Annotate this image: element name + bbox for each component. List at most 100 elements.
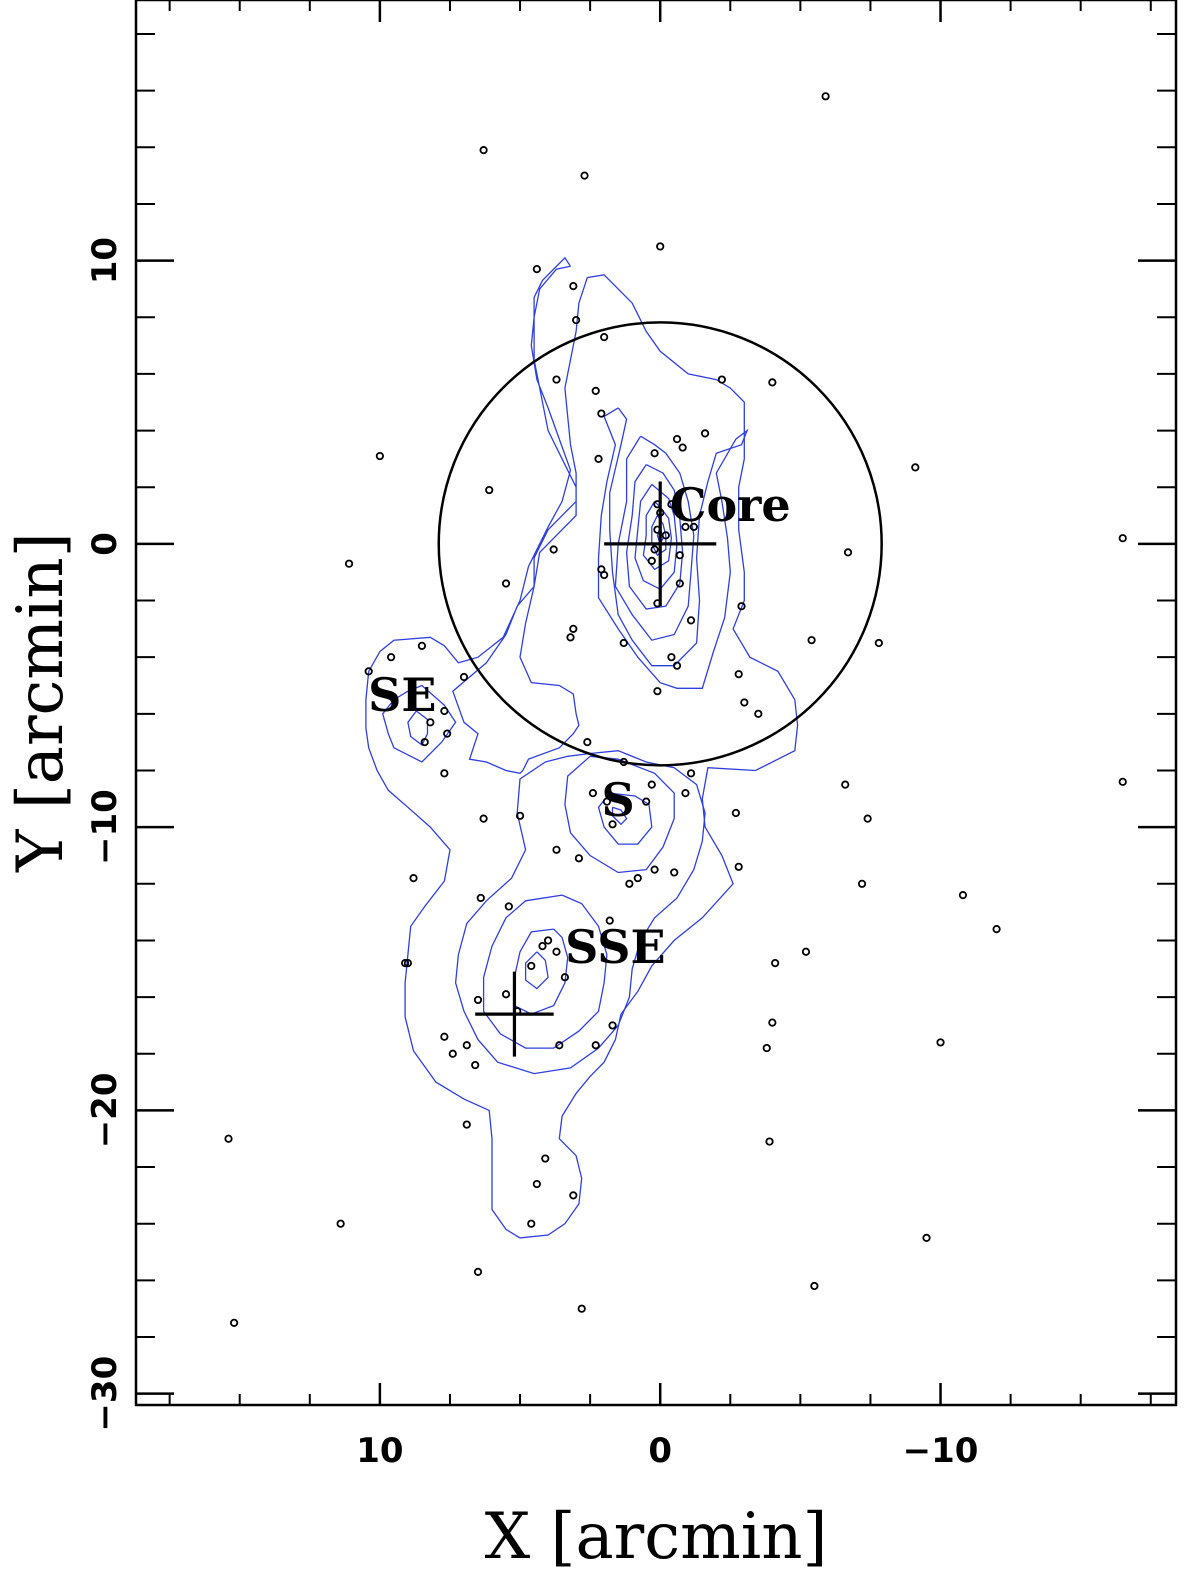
data-point (569, 624, 578, 633)
data-point (619, 638, 628, 648)
data-point (653, 687, 662, 696)
data-point (1118, 534, 1127, 543)
data-point (543, 936, 553, 945)
data-point (992, 925, 1001, 934)
data-point (857, 879, 867, 888)
density-contour (513, 928, 569, 1015)
data-point (922, 1233, 931, 1242)
data-point (577, 1304, 586, 1313)
y-tick-label: −10 (85, 789, 125, 865)
data-point (401, 959, 410, 968)
density-contour (611, 806, 628, 826)
major-ticks (136, 0, 1176, 1405)
data-point (678, 443, 687, 452)
annotation-sse: SSE (565, 920, 666, 974)
data-point (336, 1219, 345, 1228)
data-point (580, 171, 589, 180)
data-point (364, 667, 373, 676)
data-point (700, 429, 710, 438)
y-tick-label: −30 (85, 1356, 125, 1432)
data-point (479, 146, 488, 155)
data-point (409, 874, 418, 883)
data-point (588, 789, 598, 798)
data-point (754, 709, 763, 718)
data-point (765, 1137, 774, 1146)
data-point (501, 990, 511, 999)
data-point (552, 947, 561, 956)
density-contour (597, 407, 749, 689)
y-tick-label: −20 (85, 1072, 125, 1148)
data-point (572, 315, 581, 325)
data-point (675, 551, 684, 560)
density-contour (614, 435, 695, 641)
data-point (681, 522, 690, 531)
data-point (675, 579, 684, 588)
data-point (566, 633, 575, 642)
data-point (515, 811, 525, 820)
data-point (459, 672, 469, 682)
core-aperture-circle (437, 321, 883, 767)
data-point (686, 769, 696, 778)
data-point (647, 780, 656, 789)
data-point (863, 814, 872, 823)
density-contour (524, 951, 549, 990)
annotation-core: Core (670, 478, 791, 532)
data-point (608, 1021, 617, 1030)
data-point (686, 616, 696, 625)
data-point (681, 789, 690, 798)
data-point (667, 653, 676, 662)
y-tick-label: 10 (85, 237, 125, 284)
density-contour (381, 684, 457, 763)
data-point (420, 738, 429, 747)
data-point (462, 1120, 471, 1129)
density-contour (625, 464, 684, 610)
data-point (344, 559, 354, 568)
data-point (386, 653, 396, 662)
data-point (462, 1041, 471, 1050)
data-point (936, 1038, 945, 1047)
data-point (532, 1179, 541, 1189)
data-point (874, 638, 883, 648)
data-point (731, 808, 740, 818)
data-point (569, 1191, 578, 1200)
data-point (583, 738, 592, 747)
data-point (440, 1032, 449, 1041)
data-point (841, 780, 850, 789)
density-contour (454, 750, 706, 1075)
y-tick-label: 0 (85, 532, 125, 556)
data-point (426, 718, 435, 727)
y-axis-label: Y [arcmin] (4, 532, 78, 873)
data-point (801, 947, 811, 956)
density-contour (365, 256, 799, 1239)
data-point (650, 545, 659, 554)
data-point (600, 570, 609, 580)
region-annotations: Core SE S SSE (368, 478, 791, 974)
data-point (670, 868, 679, 877)
data-point (440, 706, 449, 716)
data-point (473, 995, 483, 1005)
x-tick-labels: 10 0 −10 (356, 1431, 978, 1471)
data-point (771, 959, 780, 968)
data-point (541, 1154, 550, 1163)
data-point (485, 485, 494, 495)
data-point (527, 961, 536, 971)
density-contour (564, 755, 675, 874)
data-point (230, 1318, 239, 1327)
data-point (569, 281, 578, 291)
data-point (538, 942, 547, 951)
data-point (504, 902, 513, 911)
data-point (734, 862, 743, 871)
plot-frame (134, 0, 1178, 1407)
galaxy-points (224, 92, 1127, 1327)
data-point (843, 548, 853, 557)
data-point (642, 797, 651, 806)
data-point (740, 698, 749, 707)
data-point (689, 522, 698, 531)
data-point (417, 641, 427, 650)
annotation-s: S (602, 773, 635, 827)
data-point (476, 893, 485, 903)
data-point (810, 1281, 819, 1291)
data-point (608, 820, 617, 829)
data-point (473, 1267, 483, 1276)
